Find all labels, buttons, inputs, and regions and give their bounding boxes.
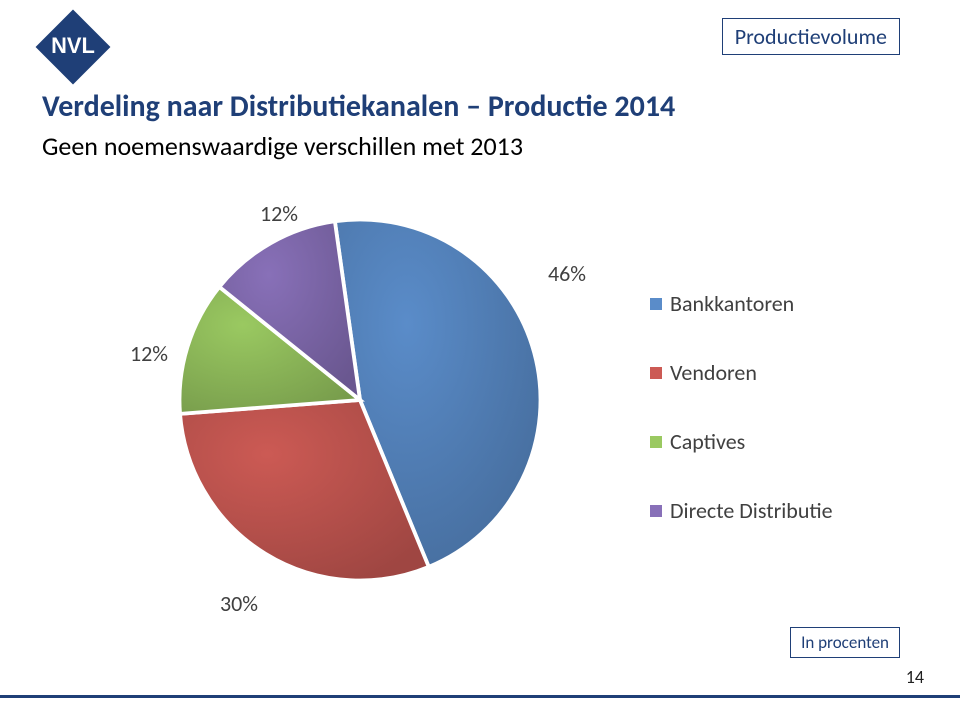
legend-swatch-icon	[650, 505, 662, 517]
legend-swatch-icon	[650, 367, 662, 379]
title-text: Verdeling naar Distributiekanalen – Prod…	[42, 88, 675, 125]
svg-text:NVL: NVL	[51, 33, 95, 58]
units-label: In procenten	[801, 632, 889, 653]
slide: NVL Productievolume Verdeling naar Distr…	[0, 0, 960, 702]
pie-percent-label: 12%	[260, 200, 298, 227]
page-subtitle: Geen noemenswaardige verschillen met 201…	[42, 130, 523, 162]
tag-label: Productievolume	[735, 23, 887, 50]
pie-percent-label: 30%	[220, 590, 258, 617]
legend-label: Captives	[670, 428, 745, 455]
pie-svg	[170, 210, 550, 590]
legend-item: Directe Distributie	[650, 497, 833, 524]
legend-swatch-icon	[650, 298, 662, 310]
nvl-logo: NVL	[34, 8, 112, 86]
legend-item: Captives	[650, 428, 833, 455]
page-number: 14	[906, 666, 924, 688]
tag-productievolume: Productievolume	[722, 18, 900, 55]
subtitle-text: Geen noemenswaardige verschillen met 201…	[42, 130, 523, 162]
legend-label: Bankkantoren	[670, 290, 794, 317]
legend-label: Vendoren	[670, 359, 757, 386]
legend-item: Bankkantoren	[650, 290, 833, 317]
footer-rule	[0, 695, 960, 698]
legend-item: Vendoren	[650, 359, 833, 386]
units-box: In procenten	[790, 627, 900, 658]
page-title: Verdeling naar Distributiekanalen – Prod…	[42, 88, 675, 125]
legend-label: Directe Distributie	[670, 497, 833, 524]
pie-percent-label: 12%	[130, 340, 168, 367]
legend-swatch-icon	[650, 436, 662, 448]
pie-percent-label: 46%	[548, 260, 586, 287]
page-number-text: 14	[906, 666, 924, 688]
pie-chart	[170, 210, 550, 590]
legend: Bankkantoren Vendoren Captives Directe Dist…	[650, 290, 833, 524]
logo-diamond-icon: NVL	[34, 8, 112, 86]
